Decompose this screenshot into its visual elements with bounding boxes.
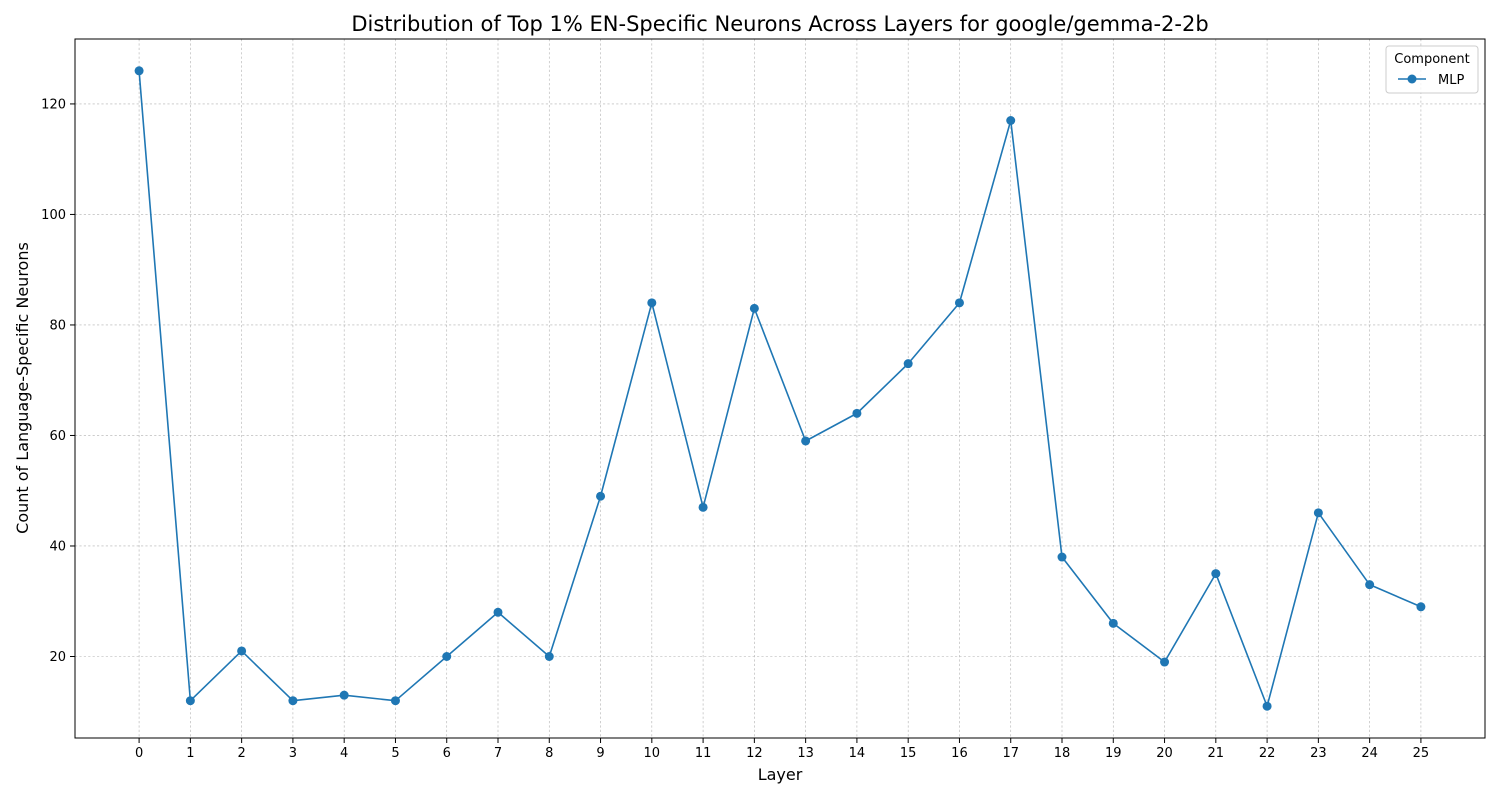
data-point xyxy=(134,66,144,76)
y-tick-label: 120 xyxy=(41,97,66,112)
data-point xyxy=(339,690,349,700)
x-tick-label: 14 xyxy=(849,746,866,761)
x-axis-ticks: 0 1 2 3 4 5 6 7 8 9 10 11 12 13 14 15 16 17 18 19 20 21 22 23 24… xyxy=(135,738,1429,761)
data-point xyxy=(698,502,708,512)
x-tick-label: 19 xyxy=(1105,746,1122,761)
y-tick-label: 40 xyxy=(49,539,66,554)
data-point xyxy=(852,408,862,418)
chart-title: Distribution of Top 1% EN-Specific Neuro… xyxy=(351,12,1208,36)
legend-label-mlp: MLP xyxy=(1438,73,1464,88)
data-point xyxy=(954,298,964,308)
x-tick-label: 9 xyxy=(596,746,604,761)
series-layer xyxy=(134,66,1426,711)
x-tick-label: 0 xyxy=(135,746,143,761)
x-axis-label: Layer xyxy=(758,765,803,784)
data-point xyxy=(596,491,606,501)
legend-title: Component xyxy=(1394,52,1469,67)
data-point xyxy=(544,651,554,661)
data-point xyxy=(1057,552,1067,562)
y-axis-ticks: 20 40 60 80 100 120 xyxy=(41,97,75,665)
data-point xyxy=(1365,580,1375,590)
x-tick-label: 20 xyxy=(1156,746,1173,761)
x-tick-label: 2 xyxy=(237,746,245,761)
plot-frame xyxy=(74,38,1486,739)
y-tick-label: 80 xyxy=(49,318,66,333)
x-tick-label: 12 xyxy=(746,746,763,761)
data-point xyxy=(1108,618,1118,628)
data-point xyxy=(390,696,400,706)
data-point xyxy=(801,436,811,446)
series-line-mlp xyxy=(138,70,1422,708)
data-point xyxy=(1313,508,1323,518)
x-tick-label: 4 xyxy=(340,746,348,761)
x-tick-label: 17 xyxy=(1002,746,1019,761)
data-point xyxy=(903,359,913,369)
x-tick-label: 3 xyxy=(289,746,297,761)
data-point xyxy=(493,607,503,617)
x-tick-label: 24 xyxy=(1361,746,1378,761)
data-point xyxy=(1416,602,1426,612)
x-tick-label: 7 xyxy=(494,746,502,761)
data-point xyxy=(442,651,452,661)
data-point xyxy=(1160,657,1170,667)
x-tick-label: 5 xyxy=(391,746,399,761)
x-tick-label: 6 xyxy=(443,746,451,761)
data-point xyxy=(185,696,195,706)
data-point xyxy=(1262,701,1272,711)
x-tick-label: 22 xyxy=(1259,746,1276,761)
x-tick-label: 18 xyxy=(1054,746,1071,761)
data-point xyxy=(288,696,298,706)
x-tick-label: 21 xyxy=(1208,746,1225,761)
data-point xyxy=(237,646,247,656)
data-point xyxy=(1006,116,1016,126)
y-tick-label: 60 xyxy=(49,429,66,444)
x-tick-label: 1 xyxy=(186,746,194,761)
x-tick-label: 8 xyxy=(545,746,553,761)
y-tick-label: 20 xyxy=(49,650,66,665)
x-tick-label: 23 xyxy=(1310,746,1327,761)
grid-lines xyxy=(75,39,1485,738)
data-point xyxy=(647,298,657,308)
data-point xyxy=(1211,569,1221,579)
x-tick-label: 16 xyxy=(951,746,968,761)
y-tick-label: 100 xyxy=(41,208,66,223)
data-point xyxy=(749,303,759,313)
x-tick-label: 13 xyxy=(797,746,814,761)
x-tick-label: 15 xyxy=(900,746,917,761)
x-tick-label: 10 xyxy=(644,746,661,761)
y-axis-label: Count of Language-Specific Neurons xyxy=(13,242,32,534)
x-tick-label: 11 xyxy=(695,746,712,761)
legend: Component MLP xyxy=(1385,45,1479,94)
legend-marker-mlp xyxy=(1407,74,1417,84)
x-tick-label: 25 xyxy=(1413,746,1430,761)
